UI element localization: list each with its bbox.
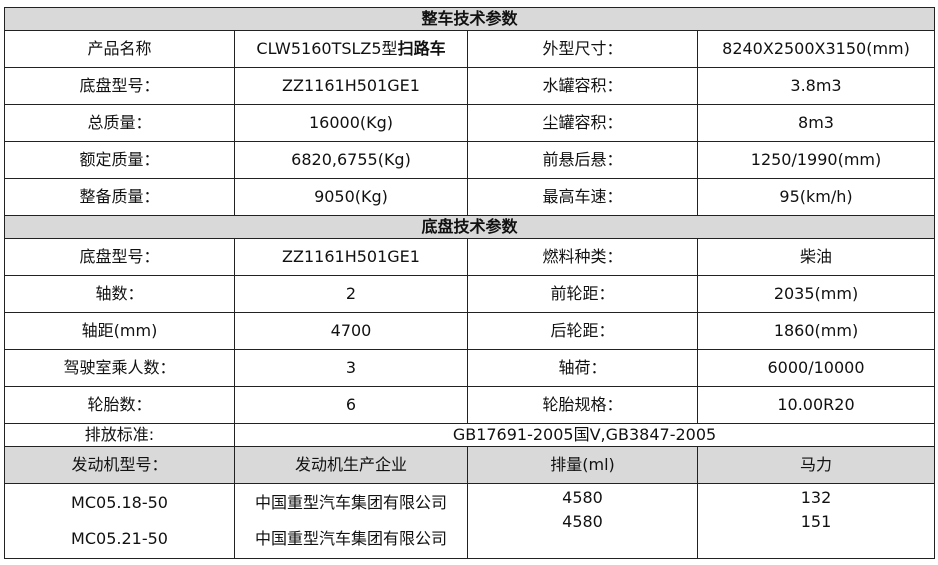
value: ZZ1161H501GE1 <box>234 67 468 105</box>
header-displacement: 排量(ml) <box>467 446 698 484</box>
table-row-emission: 排放标准: GB17691-2005国V,GB3847-2005 <box>4 423 936 447</box>
table-row: 额定质量： 6820,6755(Kg) 前悬后悬： 1250/1990(mm) <box>4 141 936 179</box>
emission-value: GB17691-2005国V,GB3847-2005 <box>233 423 936 447</box>
label: 轮胎数： <box>4 386 235 424</box>
engine-maker: 中国重型汽车集团有限公司 <box>254 493 447 512</box>
label: 最高车速： <box>467 178 698 216</box>
table-row: 总质量： 16000(Kg) 尘罐容积： 8m3 <box>4 104 936 142</box>
table-row: 驾驶室乘人数： 3 轴荷： 6000/10000 <box>4 349 936 387</box>
value: 16000(Kg) <box>234 104 468 142</box>
section-title-chassis: 底盘技术参数 <box>3 215 936 239</box>
table-row: 轴数： 2 前轮距： 2035(mm) <box>4 275 936 313</box>
engine-model: MC05.21-50 <box>71 529 168 548</box>
table-row: 轮胎数： 6 轮胎规格： 10.00R20 <box>4 386 936 424</box>
value: CLW5160TSLZ5型扫路车 <box>234 30 468 68</box>
value: 6820,6755(Kg) <box>234 141 468 179</box>
label: 轴数： <box>4 275 235 313</box>
engine-displacement: 4580 <box>562 512 603 531</box>
label: 前轮距： <box>467 275 698 313</box>
label: 总质量： <box>4 104 235 142</box>
engine-maker: 中国重型汽车集团有限公司 <box>254 529 447 548</box>
value: 柴油 <box>696 238 936 276</box>
table-row: 底盘型号： ZZ1161H501GE1 燃料种类： 柴油 <box>4 238 936 276</box>
label: 轴距(mm) <box>4 312 235 350</box>
table-row: 产品名称 CLW5160TSLZ5型扫路车 外型尺寸： 8240X2500X31… <box>4 30 936 68</box>
engine-makers: 中国重型汽车集团有限公司 中国重型汽车集团有限公司 <box>234 483 468 559</box>
engine-model: MC05.18-50 <box>71 493 168 512</box>
label: 外型尺寸： <box>467 30 698 68</box>
label: 额定质量： <box>4 141 235 179</box>
value: 2035(mm) <box>696 275 936 313</box>
engine-displacement: 4580 <box>562 488 603 507</box>
value: 4700 <box>234 312 468 350</box>
engine-power: 151 <box>800 512 832 531</box>
header-power: 马力 <box>696 446 936 484</box>
label: 整备质量： <box>4 178 235 216</box>
value: 6 <box>234 386 468 424</box>
label: 底盘型号： <box>4 238 235 276</box>
value: 95(km/h) <box>696 178 936 216</box>
value: 8240X2500X3150(mm) <box>696 30 936 68</box>
label: 产品名称 <box>4 30 235 68</box>
label: 驾驶室乘人数： <box>4 349 235 387</box>
section-title-vehicle: 整车技术参数 <box>3 7 936 31</box>
value: 9050(Kg) <box>234 178 468 216</box>
label: 后轮距： <box>467 312 698 350</box>
engine-header-row: 发动机型号： 发动机生产企业 排量(ml) 马力 <box>4 446 936 484</box>
value: 3.8m3 <box>696 67 936 105</box>
table-row: 轴距(mm) 4700 后轮距： 1860(mm) <box>4 312 936 350</box>
header-engine-maker: 发动机生产企业 <box>234 446 468 484</box>
value: 8m3 <box>696 104 936 142</box>
value: 1250/1990(mm) <box>696 141 936 179</box>
value-bold: 扫路车 <box>397 39 446 59</box>
table-row: 整备质量： 9050(Kg) 最高车速： 95(km/h) <box>4 178 936 216</box>
label: 燃料种类： <box>467 238 698 276</box>
value: 10.00R20 <box>696 386 936 424</box>
label: 底盘型号： <box>4 67 235 105</box>
table-row: 底盘型号： ZZ1161H501GE1 水罐容积： 3.8m3 <box>4 67 936 105</box>
label: 轮胎规格： <box>467 386 698 424</box>
spec-table: 整车技术参数 产品名称 CLW5160TSLZ5型扫路车 外型尺寸： 8240X… <box>3 7 936 559</box>
value-text: CLW5160TSLZ5型 <box>256 39 398 59</box>
label: 水罐容积： <box>467 67 698 105</box>
value: 2 <box>234 275 468 313</box>
value: 6000/10000 <box>696 349 936 387</box>
value: 1860(mm) <box>696 312 936 350</box>
value: 3 <box>234 349 468 387</box>
engine-row: MC05.18-50 MC05.21-50 中国重型汽车集团有限公司 中国重型汽… <box>4 483 936 559</box>
label: 尘罐容积： <box>467 104 698 142</box>
engine-displacements: 4580 4580 <box>467 483 698 559</box>
emission-label: 排放标准: <box>4 423 235 447</box>
engine-models: MC05.18-50 MC05.21-50 <box>4 483 235 559</box>
label: 轴荷： <box>467 349 698 387</box>
value: ZZ1161H501GE1 <box>234 238 468 276</box>
header-engine-model: 发动机型号： <box>4 446 235 484</box>
engine-powers: 132 151 <box>696 483 936 559</box>
engine-power: 132 <box>800 488 832 507</box>
label: 前悬后悬： <box>467 141 698 179</box>
